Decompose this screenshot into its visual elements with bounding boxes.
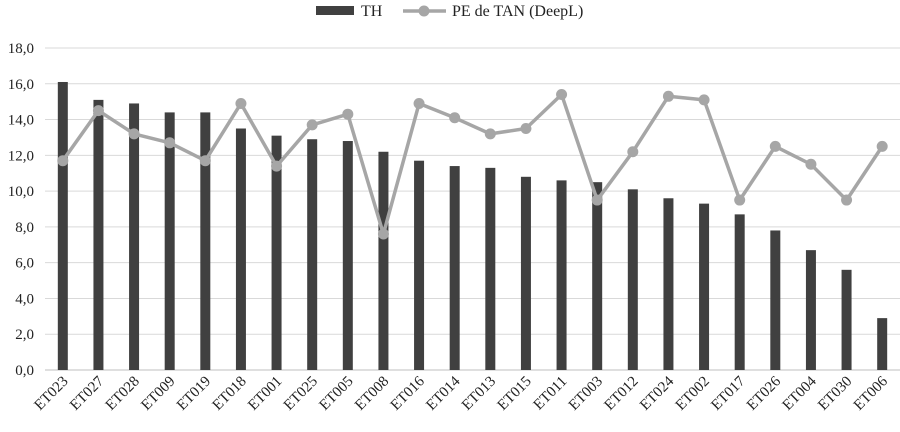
x-tick-label: ET014 (423, 373, 464, 414)
bar-ET017 (735, 214, 745, 370)
x-tick-label: ET015 (495, 374, 535, 414)
line-point-ET028 (129, 128, 140, 139)
x-tick-label: ET011 (531, 374, 571, 414)
x-tick-label: ET006 (851, 373, 892, 414)
x-tick-label: ET009 (138, 374, 178, 414)
bar-ET008 (378, 152, 388, 370)
x-tick-label: ET017 (708, 373, 749, 414)
line-point-ET018 (235, 98, 246, 109)
x-tick-label: ET002 (673, 374, 713, 414)
x-tick-label: ET019 (174, 374, 214, 414)
line-point-ET019 (200, 155, 211, 166)
line-point-ET025 (307, 119, 318, 130)
x-tick-label: ET030 (815, 374, 855, 414)
line-point-ET005 (342, 109, 353, 120)
bar-ET028 (129, 103, 139, 370)
bar-ET025 (307, 139, 317, 370)
bar-ET011 (557, 180, 567, 370)
line-point-ET011 (556, 89, 567, 100)
x-tick-label: ET018 (210, 374, 250, 414)
y-axis: 0,0 2,0 4,0 6,0 8,0 10,0 12,0 14,0 16,0 18,0 (8, 41, 34, 379)
bar-ET027 (93, 100, 103, 370)
line-point-ET008 (378, 229, 389, 240)
x-tick-label: ET028 (103, 374, 143, 414)
x-tick-label: ET016 (388, 373, 429, 414)
bar-ET026 (770, 230, 780, 370)
line-point-ET001 (271, 161, 282, 172)
line-point-ET006 (877, 141, 888, 152)
line-point-ET017 (734, 195, 745, 206)
bar-ET002 (699, 204, 709, 370)
x-tick-label: ET027 (67, 373, 108, 414)
line-point-ET026 (770, 141, 781, 152)
line-point-ET015 (520, 123, 531, 134)
bar-ET014 (450, 166, 460, 370)
x-tick-label: ET025 (281, 374, 321, 414)
bar-ET016 (414, 161, 424, 370)
x-tick-label: ET004 (780, 373, 821, 414)
bar-ET006 (877, 318, 887, 370)
x-tick-label: ET008 (352, 374, 392, 414)
x-tick-label: ET005 (316, 374, 356, 414)
bar-ET005 (343, 141, 353, 370)
x-tick-label: ET013 (459, 374, 499, 414)
y-tick-label: 16,0 (8, 77, 34, 93)
bar-ET023 (58, 82, 68, 370)
legend-label-th: TH (361, 3, 383, 20)
line-point-ET016 (414, 98, 425, 109)
y-tick-label: 10,0 (8, 184, 34, 200)
legend: TH PE de TAN (DeepL) (316, 3, 583, 20)
legend-label-pe: PE de TAN (DeepL) (452, 3, 583, 20)
bar-ET030 (842, 270, 852, 370)
x-tick-label: ET003 (566, 374, 606, 414)
bar-ET009 (165, 112, 175, 370)
line-series-pe (57, 89, 887, 240)
bar-ET024 (663, 198, 673, 370)
y-tick-label: 0,0 (15, 363, 34, 379)
x-tick-label: ET026 (744, 373, 785, 414)
y-tick-label: 12,0 (8, 148, 34, 164)
line-point-ET002 (699, 94, 710, 105)
x-axis: ET023ET027ET028ET009ET019ET018ET001ET025… (31, 373, 891, 414)
line-point-ET004 (805, 159, 816, 170)
bar-ET013 (485, 168, 495, 370)
bar-ET019 (200, 112, 210, 370)
line-point-ET012 (627, 146, 638, 157)
line-path-pe (63, 95, 882, 235)
y-tick-label: 18,0 (8, 41, 34, 57)
bar-ET012 (628, 189, 638, 370)
x-tick-label: ET012 (601, 374, 641, 414)
x-tick-label: ET023 (31, 374, 71, 414)
legend-swatch-th (316, 6, 354, 15)
bar-ET003 (592, 182, 602, 370)
y-tick-label: 6,0 (15, 256, 34, 272)
line-point-ET027 (93, 105, 104, 116)
bar-ET018 (236, 129, 246, 371)
combo-chart: TH PE de TAN (DeepL) 0,0 2,0 4,0 6,0 8,0 10,0… (0, 0, 900, 432)
x-tick-label: ET001 (245, 374, 285, 414)
line-point-ET024 (663, 91, 674, 102)
y-tick-label: 4,0 (15, 291, 34, 307)
y-tick-label: 14,0 (8, 113, 34, 129)
line-point-ET003 (592, 195, 603, 206)
line-point-ET030 (841, 195, 852, 206)
legend-swatch-marker-pe (419, 6, 430, 17)
line-point-ET009 (164, 137, 175, 148)
bar-ET004 (806, 250, 816, 370)
line-point-ET013 (485, 128, 496, 139)
x-tick-label: ET024 (637, 373, 678, 414)
bar-ET015 (521, 177, 531, 370)
y-tick-label: 8,0 (15, 220, 34, 236)
line-point-ET023 (57, 155, 68, 166)
line-point-ET014 (449, 112, 460, 123)
y-tick-label: 2,0 (15, 327, 34, 343)
